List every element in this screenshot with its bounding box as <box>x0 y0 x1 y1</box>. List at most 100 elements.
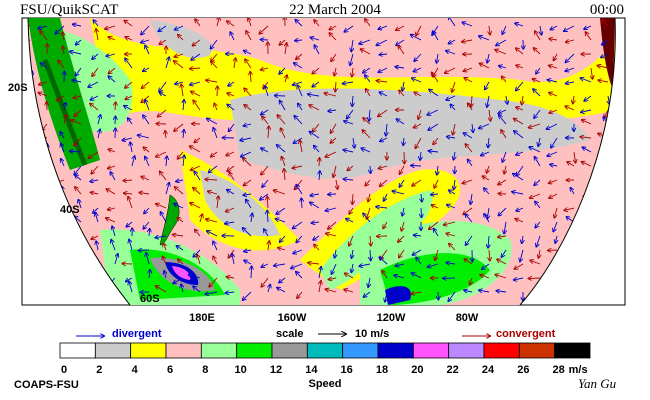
wind-arrow <box>434 179 439 188</box>
wind-arrow <box>312 67 320 74</box>
wind-arrow <box>368 277 370 287</box>
lat-label: 60S <box>140 293 160 305</box>
wind-arrow <box>205 292 218 294</box>
colorbar-swatch <box>236 342 273 359</box>
wind-arrow <box>227 105 235 111</box>
wind-arrow <box>76 67 82 76</box>
wind-arrow <box>125 58 133 69</box>
wind-arrow <box>226 207 235 212</box>
wind-arrow <box>480 275 490 279</box>
wind-arrow <box>298 104 303 111</box>
wind-arrow <box>350 53 354 65</box>
wind-arrow <box>529 123 541 128</box>
wind-arrow <box>515 219 524 223</box>
wind-arrow <box>111 240 116 251</box>
wind-arrow <box>177 218 184 223</box>
wind-arrow <box>516 81 524 90</box>
wind-arrow <box>274 264 286 266</box>
wind-arrow <box>446 233 456 236</box>
wind-arrow <box>165 57 169 69</box>
wind-arrow <box>175 25 184 30</box>
wind-arrow <box>268 126 269 139</box>
wind-arrow <box>76 39 82 45</box>
wind-arrow <box>468 160 473 167</box>
wind-arrow <box>313 235 320 240</box>
wind-arrow <box>145 157 150 167</box>
wind-arrow <box>229 172 235 181</box>
wind-arrow <box>73 96 82 98</box>
wind-arrow <box>495 50 507 55</box>
wind-arrow <box>308 94 320 96</box>
wind-arrow <box>465 214 473 223</box>
wind-arrow <box>267 197 268 209</box>
wind-arrow <box>344 121 354 125</box>
wind-arrow <box>446 51 456 55</box>
wind-arrow <box>363 213 371 223</box>
wind-arrow <box>485 81 490 89</box>
wind-arrow <box>448 291 456 301</box>
wind-arrow <box>502 249 507 257</box>
wind-arrow <box>365 75 371 83</box>
wind-arrow <box>385 291 387 302</box>
wind-arrow <box>73 24 82 26</box>
wind-arrow <box>114 254 118 265</box>
wind-arrow <box>178 151 184 159</box>
wind-arrow <box>597 66 609 68</box>
wind-arrow <box>105 25 116 29</box>
wind-arrow <box>585 32 592 41</box>
wind-arrow <box>502 76 507 83</box>
wind-arrow <box>365 19 371 27</box>
wind-arrow <box>449 244 456 251</box>
wind-arrow <box>472 123 473 132</box>
wind-arrow <box>349 235 354 246</box>
wind-arrow <box>246 31 252 41</box>
wind-arrow <box>227 277 235 278</box>
wind-arrow <box>175 53 184 57</box>
wind-arrow <box>200 214 202 223</box>
wind-arrow <box>75 175 82 181</box>
wind-arrow <box>108 37 116 40</box>
wind-arrow <box>183 130 184 139</box>
wind-arrow <box>584 25 592 29</box>
wind-arrow <box>178 35 184 41</box>
wind-arrow <box>497 259 507 265</box>
wind-arrow <box>314 146 320 153</box>
wind-arrow <box>183 155 184 167</box>
wind-arrow <box>584 95 592 101</box>
wind-arrow <box>379 257 388 265</box>
wind-arrow <box>142 81 150 88</box>
wind-arrow <box>294 63 303 69</box>
wind-arrow <box>433 137 439 144</box>
wind-arrow <box>464 259 473 265</box>
wind-arrow <box>365 179 371 186</box>
wind-arrow <box>333 165 337 177</box>
wind-arrow <box>130 142 132 153</box>
wind-arrow <box>573 95 574 103</box>
wind-arrow <box>60 132 65 139</box>
wind-arrow <box>128 118 133 125</box>
wind-arrow <box>244 260 252 265</box>
wind-arrow <box>427 109 439 115</box>
wind-arrow <box>274 190 286 195</box>
wind-arrow <box>293 221 303 228</box>
wind-arrow <box>95 213 98 223</box>
wind-arrow <box>240 138 252 140</box>
wind-arrow <box>566 53 575 62</box>
wind-arrow <box>504 221 506 233</box>
wind-arrow <box>129 281 133 293</box>
wind-arrow <box>91 235 99 239</box>
wind-arrow <box>91 192 99 194</box>
wind-arrow <box>308 263 320 264</box>
wind-arrow <box>90 104 99 111</box>
wind-arrow <box>566 82 575 83</box>
wind-arrow <box>278 248 286 250</box>
colorbar-label: 0 <box>61 364 67 376</box>
wind-arrow <box>464 78 473 83</box>
wind-arrow <box>601 53 609 57</box>
wind-arrow <box>370 235 371 246</box>
wind-arrow <box>277 288 286 293</box>
wind-arrow <box>191 91 201 97</box>
wind-arrow <box>268 285 270 293</box>
wind-arrow <box>602 20 609 27</box>
